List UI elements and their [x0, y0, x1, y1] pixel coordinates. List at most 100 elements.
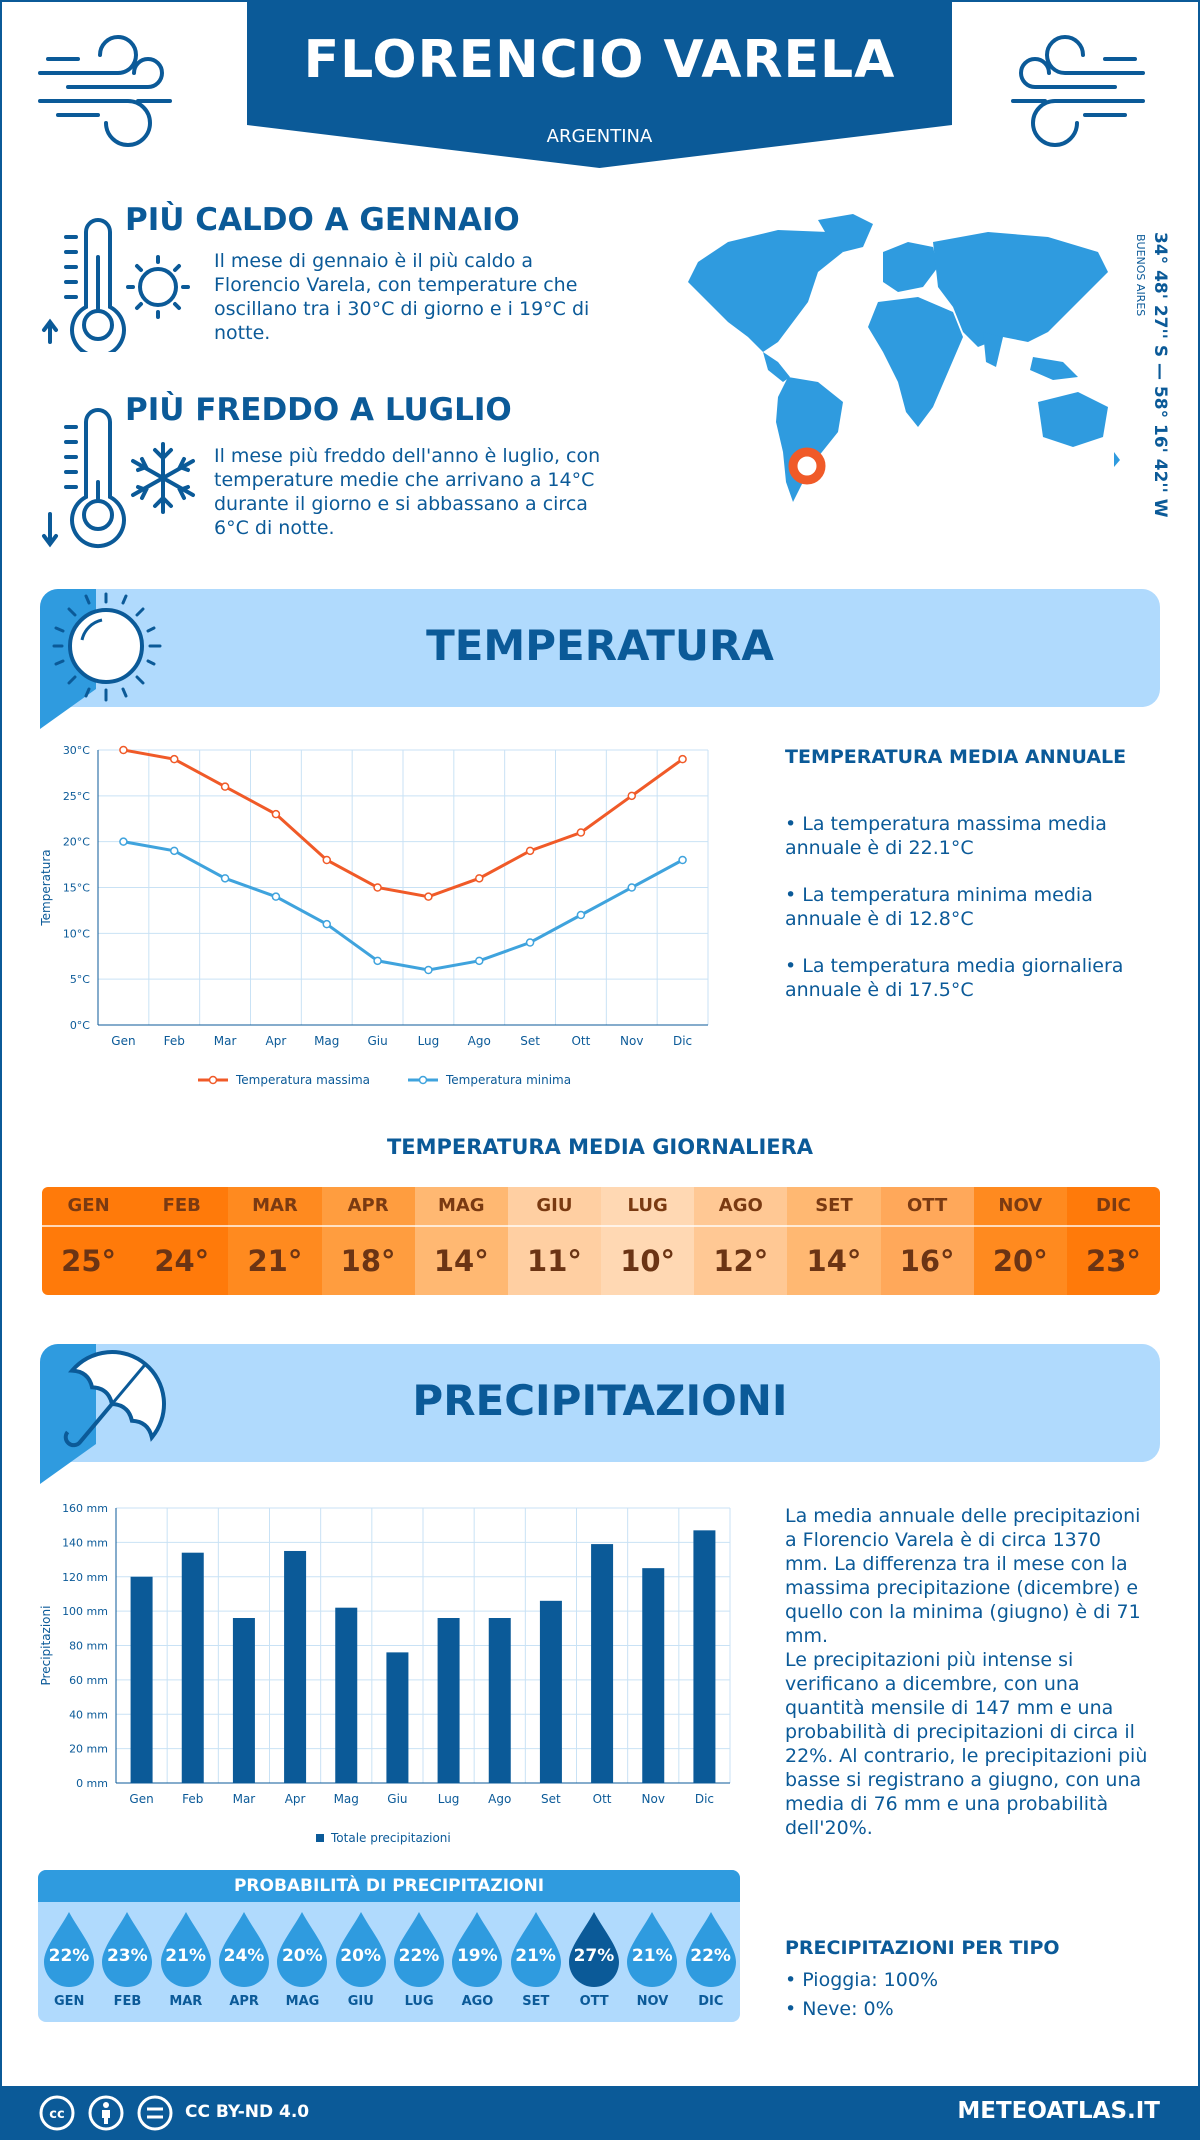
probability-value: 22%: [690, 1946, 731, 1966]
annual-temp-bullet: • La temperatura massima media annuale è…: [785, 813, 1107, 859]
bar: [284, 1550, 307, 1783]
daily-temp-value: 11°: [527, 1244, 582, 1278]
probability-drop: 24% APR: [215, 1910, 273, 2009]
daily-temp-cell: APR 18°: [321, 1187, 415, 1295]
probability-drop: 21% NOV: [623, 1910, 681, 2009]
daily-temp-month: SET: [787, 1187, 881, 1227]
probability-month: APR: [229, 1994, 259, 2009]
wind-icon: [38, 35, 172, 147]
sun-icon: [52, 592, 162, 702]
x-tick-label: Lug: [418, 1034, 440, 1048]
wind-icon: [1011, 35, 1145, 147]
legend-marker: [208, 1075, 218, 1085]
x-tick-label: Lug: [438, 1792, 460, 1806]
daily-temp-month: LUG: [601, 1187, 695, 1227]
data-point: [322, 919, 331, 929]
daily-temp-month: OTT: [880, 1187, 974, 1227]
x-tick-label: Mag: [314, 1034, 339, 1048]
coldest-text: Il mese più freddo dell'anno è luglio, c…: [214, 445, 601, 539]
site-link[interactable]: METEOATLAS.IT: [957, 2098, 1160, 2124]
location-marker: [788, 447, 826, 485]
daily-temp-value: 18°: [340, 1244, 396, 1278]
daily-temp-month: DIC: [1066, 1187, 1160, 1227]
x-tick-label: Set: [520, 1034, 540, 1048]
probability-month: DIC: [698, 1994, 724, 2009]
y-tick-label: 160 mm: [62, 1502, 108, 1515]
x-tick-label: Nov: [620, 1034, 643, 1048]
annual-temp-title: TEMPERATURA MEDIA ANNUALE: [785, 746, 1127, 768]
bar: [335, 1607, 358, 1783]
x-tick-label: Giu: [387, 1792, 407, 1806]
license-icons: cc: [39, 2095, 173, 2131]
daily-temp-cell: AGO 12°: [694, 1187, 788, 1295]
hottest-title: PIÙ CALDO A GENNAIO: [125, 202, 520, 238]
daily-temp-value: 12°: [713, 1244, 769, 1278]
raindrop-icon: [510, 1912, 561, 1987]
precip-text-2: Le precipitazioni più intense si verific…: [785, 1649, 1148, 1839]
x-tick-label: Mar: [233, 1792, 256, 1806]
raindrop-icon: [452, 1912, 503, 1987]
daily-temperature-table: GEN 25° FEB 24° MAR 21° APR 18° MAG 14° GIU 11° LUG 1…: [42, 1187, 1160, 1295]
x-tick-label: Mar: [214, 1034, 237, 1048]
legend-label: Temperatura massima: [235, 1073, 370, 1087]
temperature-band: TEMPERATURA: [40, 589, 1160, 707]
bar: [437, 1618, 460, 1783]
license-label: CC BY-ND 4.0: [185, 2102, 310, 2122]
daily-temp-value: 14°: [433, 1244, 489, 1278]
precip-type-rain: • Pioggia: 100%: [785, 1969, 938, 1991]
bar: [386, 1652, 409, 1783]
y-axis-label: Precipitazioni: [39, 1606, 53, 1686]
probability-value: 20%: [281, 1946, 323, 1966]
precipitation-title: PRECIPITAZIONI: [412, 1376, 788, 1425]
probability-value: 21%: [165, 1946, 206, 1966]
data-point: [678, 754, 687, 764]
svg-text:cc: cc: [49, 2107, 64, 2122]
daily-temp-cell: MAR 21°: [228, 1187, 322, 1295]
probability-drop: 22% DIC: [682, 1910, 740, 2009]
probability-value: 19%: [456, 1946, 498, 1966]
y-axis-label: Temperatura: [39, 849, 53, 926]
daily-temp-value: 24°: [154, 1244, 210, 1278]
daily-temp-title: TEMPERATURA MEDIA GIORNALIERA: [386, 1135, 814, 1159]
thermometer-hot-icon: [42, 218, 190, 352]
x-tick-label: Mag: [334, 1792, 359, 1806]
probability-value: 24%: [223, 1946, 265, 1966]
bar: [693, 1530, 716, 1783]
x-tick-label: Dic: [673, 1034, 692, 1048]
daily-temp-cell: DIC 23°: [1066, 1187, 1160, 1295]
daily-temp-cell: MAG 14°: [414, 1187, 508, 1295]
y-tick-label: 30°C: [63, 744, 90, 757]
data-point: [627, 791, 636, 801]
bar: [181, 1552, 204, 1783]
hottest-text: Il mese di gennaio è il più caldo a Flor…: [214, 250, 590, 344]
daily-temp-month: APR: [321, 1187, 415, 1227]
data-point: [119, 745, 128, 755]
probability-value: 22%: [48, 1946, 90, 1966]
daily-temp-month: FEB: [135, 1187, 229, 1227]
y-tick-label: 40 mm: [69, 1708, 108, 1721]
footer: cc CC BY-ND 4.0 METEOATLAS.IT: [0, 2086, 1200, 2140]
raindrop-icon: [102, 1912, 153, 1987]
probability-month: FEB: [113, 1994, 142, 2009]
daily-temp-cell: FEB 24°: [135, 1187, 229, 1295]
raindrop-icon: [569, 1912, 620, 1987]
bar: [488, 1618, 511, 1783]
data-point: [475, 874, 484, 883]
probability-drop: 22% LUG: [390, 1910, 448, 2009]
data-point: [170, 846, 179, 856]
daily-temp-month: MAG: [414, 1187, 508, 1227]
country-label: ARGENTINA: [546, 126, 653, 147]
precipitation-chart: 0 mm 20 mm 40 mm 60 mm 80 mm 100 mm 120 mm 140 …: [39, 1502, 731, 1845]
probability-value: 27%: [573, 1946, 615, 1966]
umbrella-icon: [63, 1350, 166, 1448]
probability-value: 23%: [106, 1946, 148, 1966]
daily-temp-value: 21°: [247, 1244, 303, 1278]
daily-temp-cell: GEN 25°: [42, 1187, 136, 1295]
legend-marker: [316, 1834, 324, 1842]
data-point: [373, 883, 382, 892]
probability-drop: 19% AGO: [448, 1910, 506, 2009]
probability-value: 22%: [398, 1946, 440, 1966]
probability-drop: 27% OTT: [565, 1910, 623, 2009]
bar: [642, 1568, 665, 1783]
precipitation-band: PRECIPITAZIONI: [40, 1344, 1160, 1462]
